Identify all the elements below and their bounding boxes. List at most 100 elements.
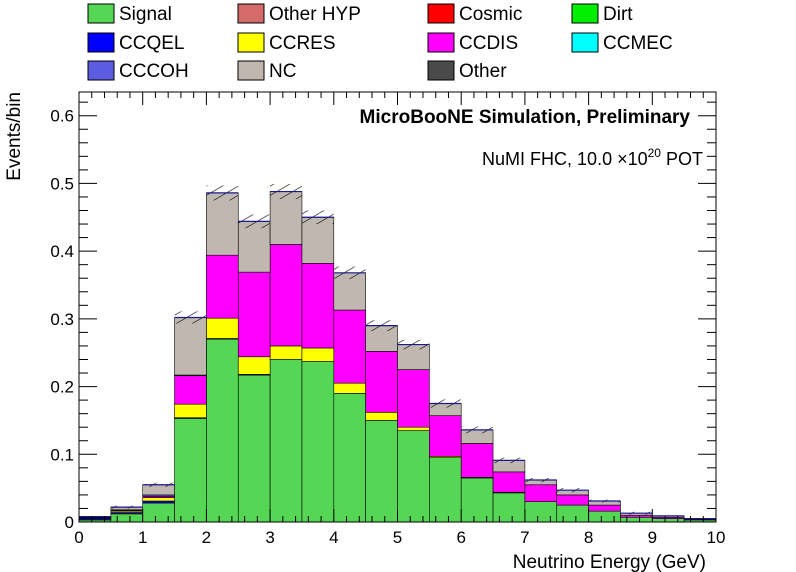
x-axis-label: Neutrino Energy (GeV) bbox=[513, 552, 706, 572]
bar-ccdis-bin-10 bbox=[397, 369, 430, 428]
series-signal bbox=[78, 338, 717, 523]
y-tick-label: 0.6 bbox=[50, 107, 74, 126]
x-tick-label: 1 bbox=[138, 528, 147, 547]
legend-item-signal: Signal bbox=[87, 3, 172, 25]
x-tick-label: 9 bbox=[648, 528, 657, 547]
legend-label-nc: NC bbox=[269, 61, 296, 82]
legend-swatch-nc bbox=[237, 60, 265, 81]
bar-signal-bin-13 bbox=[492, 492, 526, 523]
legend-label-other-hyp: Other HYP bbox=[269, 4, 361, 25]
legend-label-cosmic: Cosmic bbox=[459, 4, 522, 25]
stacked-bars bbox=[78, 191, 717, 523]
legend-label-ccmec: CCMEC bbox=[603, 33, 673, 54]
bar-ccdis-bin-16 bbox=[588, 504, 621, 512]
y-tick-label: 0.2 bbox=[50, 378, 74, 397]
bar-signal-bin-5 bbox=[237, 374, 271, 523]
y-tick-label: 0.1 bbox=[50, 445, 74, 464]
bar-signal-bin-2 bbox=[142, 502, 175, 523]
bar-signal-bin-7 bbox=[301, 361, 335, 523]
bar-ccdis-bin-7 bbox=[301, 263, 335, 349]
bar-ccres-bin-7 bbox=[301, 347, 335, 362]
bar-ccres-bin-8 bbox=[333, 382, 366, 394]
legend-swatch-cccoh bbox=[87, 60, 115, 81]
series-ccres bbox=[78, 317, 526, 519]
bar-signal-bin-14 bbox=[524, 501, 558, 523]
subtitle-exponent: 20 bbox=[648, 146, 662, 160]
bar-ccres-bin-6 bbox=[269, 345, 303, 360]
legend-swatch-other-hyp bbox=[237, 3, 265, 24]
x-tick-label: 0 bbox=[74, 528, 83, 547]
legend-item-ccqel: CCQEL bbox=[87, 32, 184, 54]
legend-swatch-ccmec bbox=[571, 32, 599, 53]
legend-label-ccqel: CCQEL bbox=[119, 33, 184, 54]
bar-ccres-bin-2 bbox=[142, 497, 175, 502]
bar-signal-bin-8 bbox=[333, 393, 366, 523]
legend: Signal Other HYP Cosmic Dirt CCQEL CCRES CCDIS… bbox=[87, 3, 673, 82]
chart-title: MicroBooNE Simulation, Preliminary bbox=[360, 107, 691, 128]
x-tick-label: 4 bbox=[329, 528, 338, 547]
legend-item-dirt: Dirt bbox=[571, 3, 633, 25]
legend-swatch-ccres bbox=[237, 32, 265, 53]
y-axis-label: Events/bin bbox=[4, 92, 25, 181]
legend-item-cosmic: Cosmic bbox=[427, 3, 522, 25]
x-tick-label: 7 bbox=[520, 528, 529, 547]
axes: 0 1 2 3 4 5 6 7 8 9 10 0 0.1 0.2 0.3 0.4 0.5 0.6 bbox=[50, 92, 725, 547]
legend-label-ccres: CCRES bbox=[269, 33, 336, 54]
y-tick-label: 0.4 bbox=[50, 242, 74, 261]
legend-swatch-signal bbox=[87, 3, 115, 24]
legend-item-other: Other bbox=[427, 60, 507, 82]
uncertainty-band bbox=[79, 184, 716, 520]
legend-label-dirt: Dirt bbox=[603, 4, 633, 25]
bar-ccdis-bin-17 bbox=[620, 514, 653, 518]
bar-ccres-bin-10 bbox=[397, 426, 430, 431]
bar-signal-bin-15 bbox=[556, 504, 589, 523]
bar-signal-bin-17 bbox=[620, 516, 653, 523]
y-tick-label: 0.3 bbox=[50, 310, 74, 329]
legend-item-ccmec: CCMEC bbox=[571, 32, 673, 54]
y-tick-label: 0.5 bbox=[50, 174, 74, 193]
series-ccdis bbox=[110, 244, 717, 521]
legend-label-cccoh: CCCOH bbox=[119, 61, 189, 82]
x-tick-label: 8 bbox=[584, 528, 593, 547]
bar-ccdis-bin-4 bbox=[206, 254, 239, 319]
x-tick-label: 5 bbox=[393, 528, 402, 547]
bar-nc-bin-7 bbox=[301, 216, 335, 264]
bar-ccdis-bin-13 bbox=[492, 471, 526, 493]
x-tick-label: 3 bbox=[265, 528, 274, 547]
bar-ccqel-bin-2 bbox=[142, 500, 175, 504]
bar-nc-bin-3 bbox=[174, 317, 207, 376]
bar-signal-bin-1 bbox=[110, 513, 143, 523]
bar-signal-bin-18 bbox=[651, 518, 685, 523]
bar-ccdis-bin-14 bbox=[524, 484, 558, 502]
bar-ccdis-bin-3 bbox=[174, 375, 207, 405]
bar-ccdis-bin-11 bbox=[429, 415, 462, 457]
legend-swatch-dirt bbox=[571, 3, 599, 24]
bar-signal-bin-10 bbox=[397, 430, 430, 523]
legend-item-cccoh: CCCOH bbox=[87, 60, 189, 82]
y-tick-label: 0 bbox=[65, 513, 74, 532]
bar-ccdis-bin-12 bbox=[460, 443, 494, 478]
bar-ccdis-bin-8 bbox=[333, 309, 366, 384]
bar-signal-bin-6 bbox=[269, 359, 303, 523]
bar-signal-bin-3 bbox=[174, 418, 207, 523]
legend-label-ccdis: CCDIS bbox=[459, 33, 518, 54]
bar-signal-bin-11 bbox=[429, 457, 462, 523]
bar-signal-bin-4 bbox=[206, 338, 239, 523]
subtitle-suffix: POT bbox=[661, 149, 703, 169]
bar-signal-bin-12 bbox=[460, 477, 494, 523]
legend-swatch-other bbox=[427, 60, 455, 81]
bar-ccdis-bin-15 bbox=[556, 494, 589, 506]
bar-nc-bin-4 bbox=[206, 192, 239, 256]
bar-signal-bin-9 bbox=[365, 420, 398, 523]
bar-ccres-bin-3 bbox=[174, 403, 207, 419]
x-tick-label: 10 bbox=[707, 528, 726, 547]
bar-ccres-bin-5 bbox=[237, 356, 271, 375]
bar-nc-bin-6 bbox=[269, 191, 303, 245]
legend-item-ccres: CCRES bbox=[237, 32, 336, 54]
legend-item-other-hyp: Other HYP bbox=[237, 3, 361, 25]
legend-label-other: Other bbox=[459, 61, 507, 82]
bar-signal-bin-16 bbox=[588, 510, 621, 523]
legend-swatch-cosmic bbox=[427, 3, 455, 24]
bar-ccres-bin-9 bbox=[365, 411, 398, 421]
